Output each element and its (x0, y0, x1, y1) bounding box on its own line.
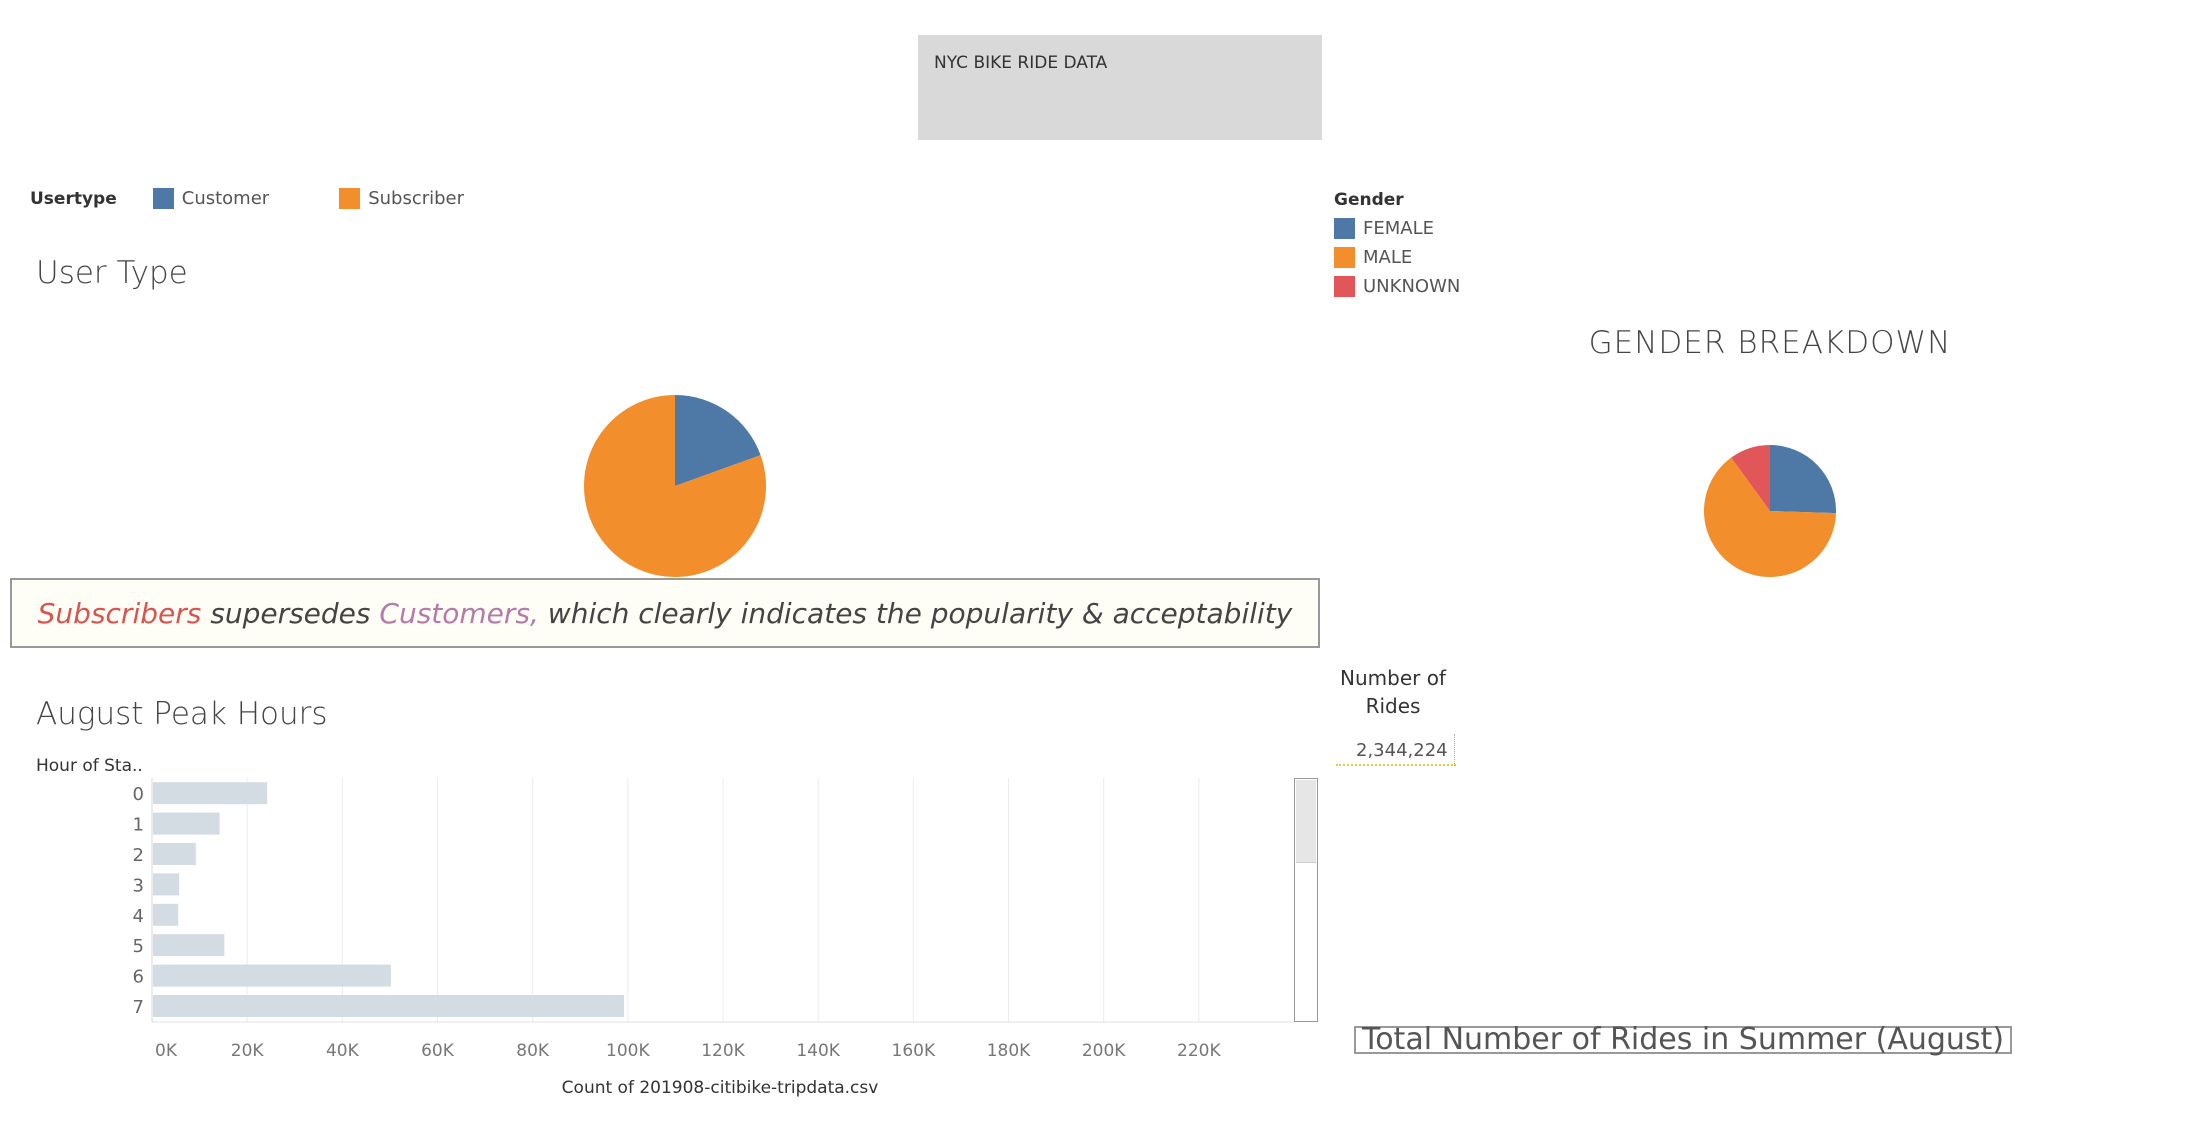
hour-tick-label: 7 (133, 997, 144, 1018)
legend-label-subscriber: Subscriber (368, 188, 465, 209)
usertype-legend-title: Usertype (30, 188, 117, 209)
bar-hour-0[interactable] (153, 782, 268, 805)
kpi-divider (1454, 734, 1455, 766)
x-tick-label: 220K (1177, 1041, 1221, 1061)
bar-hour-5[interactable] (153, 934, 225, 957)
kpi-value[interactable]: 2,344,224 (1356, 740, 1448, 761)
scrollbar-thumb[interactable] (1296, 780, 1316, 863)
dashboard-title-box: NYC BIKE RIDE DATA (918, 35, 1322, 140)
gender-legend-title: Gender (1334, 190, 1404, 210)
kpi-header: Number of Rides (1336, 664, 1450, 720)
bar-hour-7[interactable] (153, 995, 625, 1017)
male-swatch (1334, 247, 1355, 268)
x-tick-label: 0K (155, 1041, 178, 1061)
pie-slice-subscriber[interactable] (584, 395, 766, 577)
footer-caption: Total Number of Rides in Summer (August) (1361, 1022, 2005, 1057)
kpi-underline (1336, 764, 1456, 766)
pie-slice-unknown[interactable] (1731, 445, 1770, 511)
x-tick-label: 80K (516, 1041, 550, 1061)
user-type-title: User Type (36, 255, 188, 291)
hour-tick-label: 1 (133, 815, 144, 836)
hour-tick-label: 4 (133, 906, 144, 927)
gender-legend[interactable]: Gender FEMALE MALE UNKNOWN (1334, 190, 1460, 297)
x-tick-label: 140K (796, 1041, 840, 1061)
hour-tick-label: 2 (133, 845, 144, 866)
pie-slice-male[interactable] (1704, 457, 1836, 577)
legend-label-female: FEMALE (1363, 218, 1434, 239)
legend-item-subscriber[interactable]: Subscriber (339, 188, 464, 209)
bar-hour-2[interactable] (153, 843, 196, 865)
callout-customers: Customers, (379, 596, 539, 630)
x-axis-label: Count of 201908-citibike-tripdata.csv (562, 1078, 879, 1098)
kpi-header-line2: Rides (1365, 694, 1421, 718)
bar-hour-4[interactable] (153, 903, 179, 926)
bar-hour-1[interactable] (153, 812, 220, 835)
legend-label-customer: Customer (181, 188, 270, 209)
callout-subscribers: Subscribers (37, 596, 202, 630)
x-tick-label: 200K (1082, 1041, 1126, 1061)
kpi-panel: Number of Rides (1336, 664, 1450, 720)
customer-swatch (152, 188, 174, 209)
bar-hour-3[interactable] (153, 873, 180, 896)
hour-tick-label: 5 (133, 936, 144, 957)
kpi-header-line1: Number of (1340, 666, 1446, 690)
dashboard-title: NYC BIKE RIDE DATA (934, 53, 1108, 73)
callout-text-1: supersedes (201, 596, 380, 630)
female-swatch (1334, 218, 1355, 239)
x-tick-label: 60K (421, 1041, 455, 1061)
peak-hours-bar-chart[interactable]: 0 1 2 3 4 5 6 7 0K 20K 40K 60K 80K 100K 120K 140K 160K 18… (0, 770, 1330, 1110)
unknown-swatch (1334, 276, 1355, 297)
legend-item-female[interactable]: FEMALE (1334, 218, 1460, 239)
bar-chart-scrollbar[interactable] (1294, 778, 1318, 1022)
callout-text-2: which clearly indicates the popularity &… (538, 596, 1293, 630)
legend-label-unknown: UNKNOWN (1363, 276, 1461, 297)
subscriber-swatch (339, 188, 361, 209)
hour-tick-label: 6 (133, 967, 144, 988)
gender-breakdown-title: GENDER BREAKDOWN (1588, 325, 1952, 361)
usertype-legend[interactable]: Usertype Customer Subscriber (30, 188, 464, 209)
x-tick-label: 180K (987, 1041, 1031, 1061)
legend-label-male: MALE (1363, 247, 1413, 268)
x-tick-label: 120K (701, 1041, 745, 1061)
legend-item-unknown[interactable]: UNKNOWN (1334, 276, 1460, 297)
hour-tick-label: 0 (133, 784, 144, 805)
gender-pie-chart[interactable] (1690, 436, 1850, 586)
footer-caption-box: Total Number of Rides in Summer (August) (1354, 1022, 2012, 1057)
pie-slice-female[interactable] (1770, 445, 1836, 514)
hour-axis-header: Hour of Sta.. (36, 756, 143, 776)
bar-hour-6[interactable] (153, 964, 391, 987)
x-tick-label: 20K (231, 1041, 265, 1061)
x-tick-label: 160K (892, 1041, 936, 1061)
peak-hours-title: August Peak Hours (36, 696, 328, 732)
x-tick-label: 100K (606, 1041, 650, 1061)
user-type-pie-chart[interactable] (560, 390, 790, 580)
legend-item-customer[interactable]: Customer (152, 188, 270, 209)
x-tick-label: 40K (326, 1041, 360, 1061)
legend-item-male[interactable]: MALE (1334, 247, 1460, 268)
pie-slice-customer[interactable] (675, 395, 761, 486)
hour-tick-label: 3 (133, 875, 144, 896)
insight-callout: Subscribers supersedes Customers, which … (10, 578, 1320, 648)
